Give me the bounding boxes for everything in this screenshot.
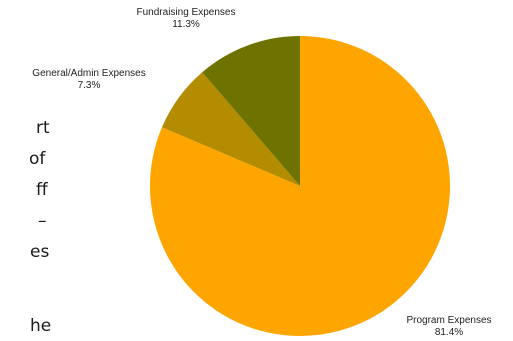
slice-label: Fundraising Expenses	[137, 7, 236, 18]
slice-label: General/Admin Expenses	[32, 68, 145, 79]
slice-percent-label: 81.4%	[435, 327, 463, 338]
slice-percent-label: 11.3%	[172, 19, 200, 30]
slice-label: Program Expenses	[406, 315, 491, 326]
slice-percent-label: 7.3%	[78, 80, 101, 91]
